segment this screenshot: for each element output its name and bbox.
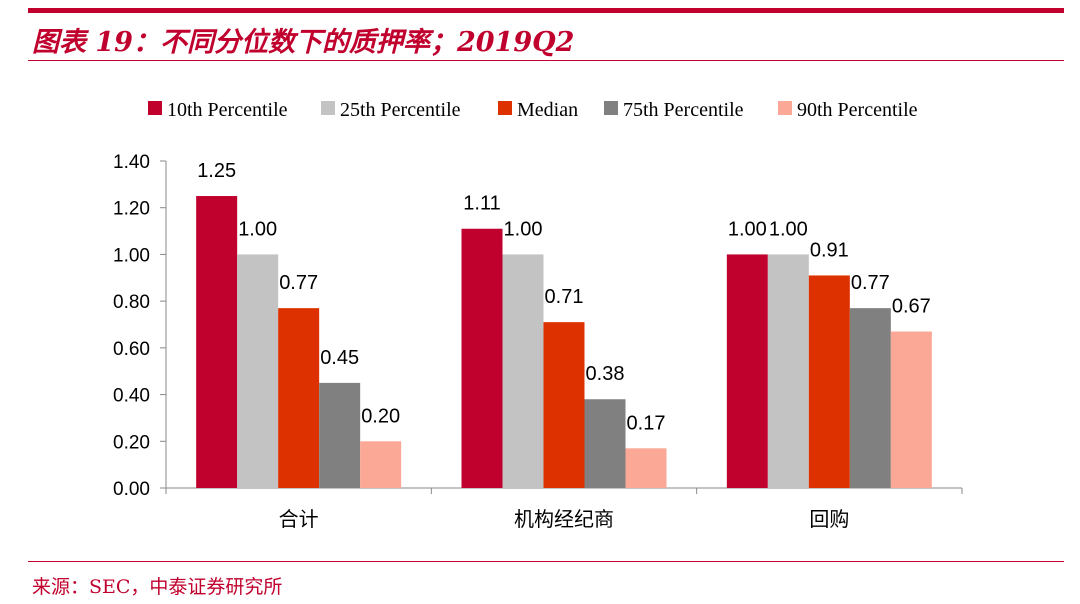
x-category-label: 机构经纪商 [514, 507, 614, 531]
bar [278, 308, 320, 488]
legend-item: Median [498, 99, 578, 121]
x-category-label: 回购 [809, 507, 849, 531]
y-tick-label: 0.60 [113, 339, 150, 360]
data-label: 1.00 [504, 218, 543, 240]
legend-item: 25th Percentile [321, 99, 461, 121]
legend-item: 10th Percentile [148, 99, 288, 121]
bottom-rule [28, 561, 1064, 562]
x-category-label: 合计 [279, 507, 319, 531]
data-labels: 1.251.000.770.450.201.111.000.710.380.17… [197, 160, 931, 434]
bar [767, 254, 809, 488]
bar [360, 441, 402, 488]
y-tick-label: 1.20 [113, 199, 150, 220]
y-tick-label: 0.80 [113, 292, 150, 313]
data-label: 1.25 [197, 160, 236, 182]
legend-item: 75th Percentile [604, 99, 744, 121]
y-tick-label: 1.40 [113, 152, 150, 173]
bar [543, 322, 585, 488]
data-label: 0.17 [627, 412, 666, 434]
bars [196, 196, 932, 489]
data-label: 0.77 [851, 272, 890, 294]
data-label: 0.20 [361, 405, 400, 427]
legend-label: Median [517, 99, 578, 121]
legend-swatch [498, 101, 512, 115]
top-rule [28, 8, 1064, 13]
bar [584, 399, 626, 488]
data-label: 1.00 [728, 218, 767, 240]
x-axis: 合计 机构经纪商 回购 [165, 487, 963, 531]
chart-title: 图表 19：不同分位数下的质押率；2019Q2 [32, 27, 575, 58]
y-tick-label: 0.20 [113, 432, 150, 453]
data-label: 1.00 [769, 218, 808, 240]
data-label: 0.38 [586, 363, 625, 385]
bar [461, 228, 503, 488]
bar [890, 331, 932, 488]
data-label: 0.91 [810, 239, 849, 261]
bar [849, 308, 891, 488]
y-tick-label: 0.00 [113, 479, 150, 500]
data-label: 1.11 [463, 193, 500, 215]
legend: 10th Percentile 25th Percentile Median 75th… [148, 99, 918, 121]
bar [625, 448, 667, 488]
data-label: 0.45 [320, 347, 359, 369]
legend-label: 90th Percentile [797, 99, 918, 121]
y-tick-label: 0.40 [113, 386, 150, 407]
y-tick-label: 1.00 [113, 245, 150, 266]
legend-label: 10th Percentile [167, 99, 288, 121]
legend-swatch [604, 101, 618, 115]
title-rule [28, 60, 1064, 61]
source-note: 来源：SEC，中泰证券研究所 [32, 576, 283, 598]
bar [319, 382, 361, 488]
bar-chart: 10th Percentile 25th Percentile Median 75th… [113, 99, 963, 531]
bar [237, 254, 279, 488]
legend-label: 25th Percentile [340, 99, 461, 121]
legend-item: 90th Percentile [778, 99, 918, 121]
legend-swatch [778, 101, 792, 115]
data-label: 0.67 [892, 296, 931, 318]
y-axis: 0.00 0.20 0.40 0.60 0.80 1.00 1.20 1.40 [113, 152, 167, 500]
data-label: 0.77 [279, 272, 318, 294]
data-label: 1.00 [238, 218, 277, 240]
legend-swatch [148, 101, 162, 115]
bar [502, 254, 544, 488]
bar [196, 196, 238, 489]
bar [808, 275, 850, 488]
bar [726, 254, 768, 488]
legend-label: 75th Percentile [623, 99, 744, 121]
data-label: 0.71 [545, 286, 584, 308]
legend-swatch [321, 101, 335, 115]
